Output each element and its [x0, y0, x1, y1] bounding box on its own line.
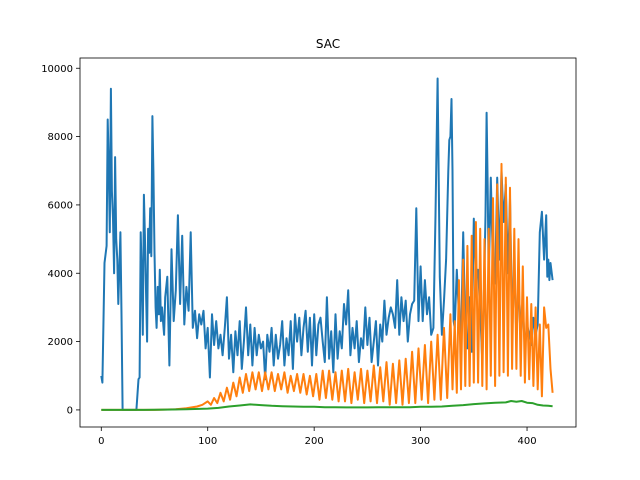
x-tick-label: 100 — [198, 436, 217, 447]
plot-frame — [79, 57, 577, 428]
y-tick-label: 0 — [67, 405, 73, 416]
x-tick-label: 300 — [411, 436, 430, 447]
series-line-2 — [101, 162, 554, 411]
chart-title: SAC — [316, 37, 340, 51]
y-tick-label: 8000 — [48, 132, 73, 143]
y-tick-label: 2000 — [48, 337, 73, 348]
series-layer — [100, 77, 554, 411]
x-tick-label: 400 — [517, 436, 536, 447]
x-tick-label: 0 — [98, 436, 104, 447]
series-line-3 — [101, 400, 553, 411]
y-tick-label: 6000 — [48, 200, 73, 211]
x-tick-label: 200 — [305, 436, 324, 447]
y-tick-label: 4000 — [48, 269, 73, 280]
y-tick-label: 10000 — [41, 64, 73, 75]
